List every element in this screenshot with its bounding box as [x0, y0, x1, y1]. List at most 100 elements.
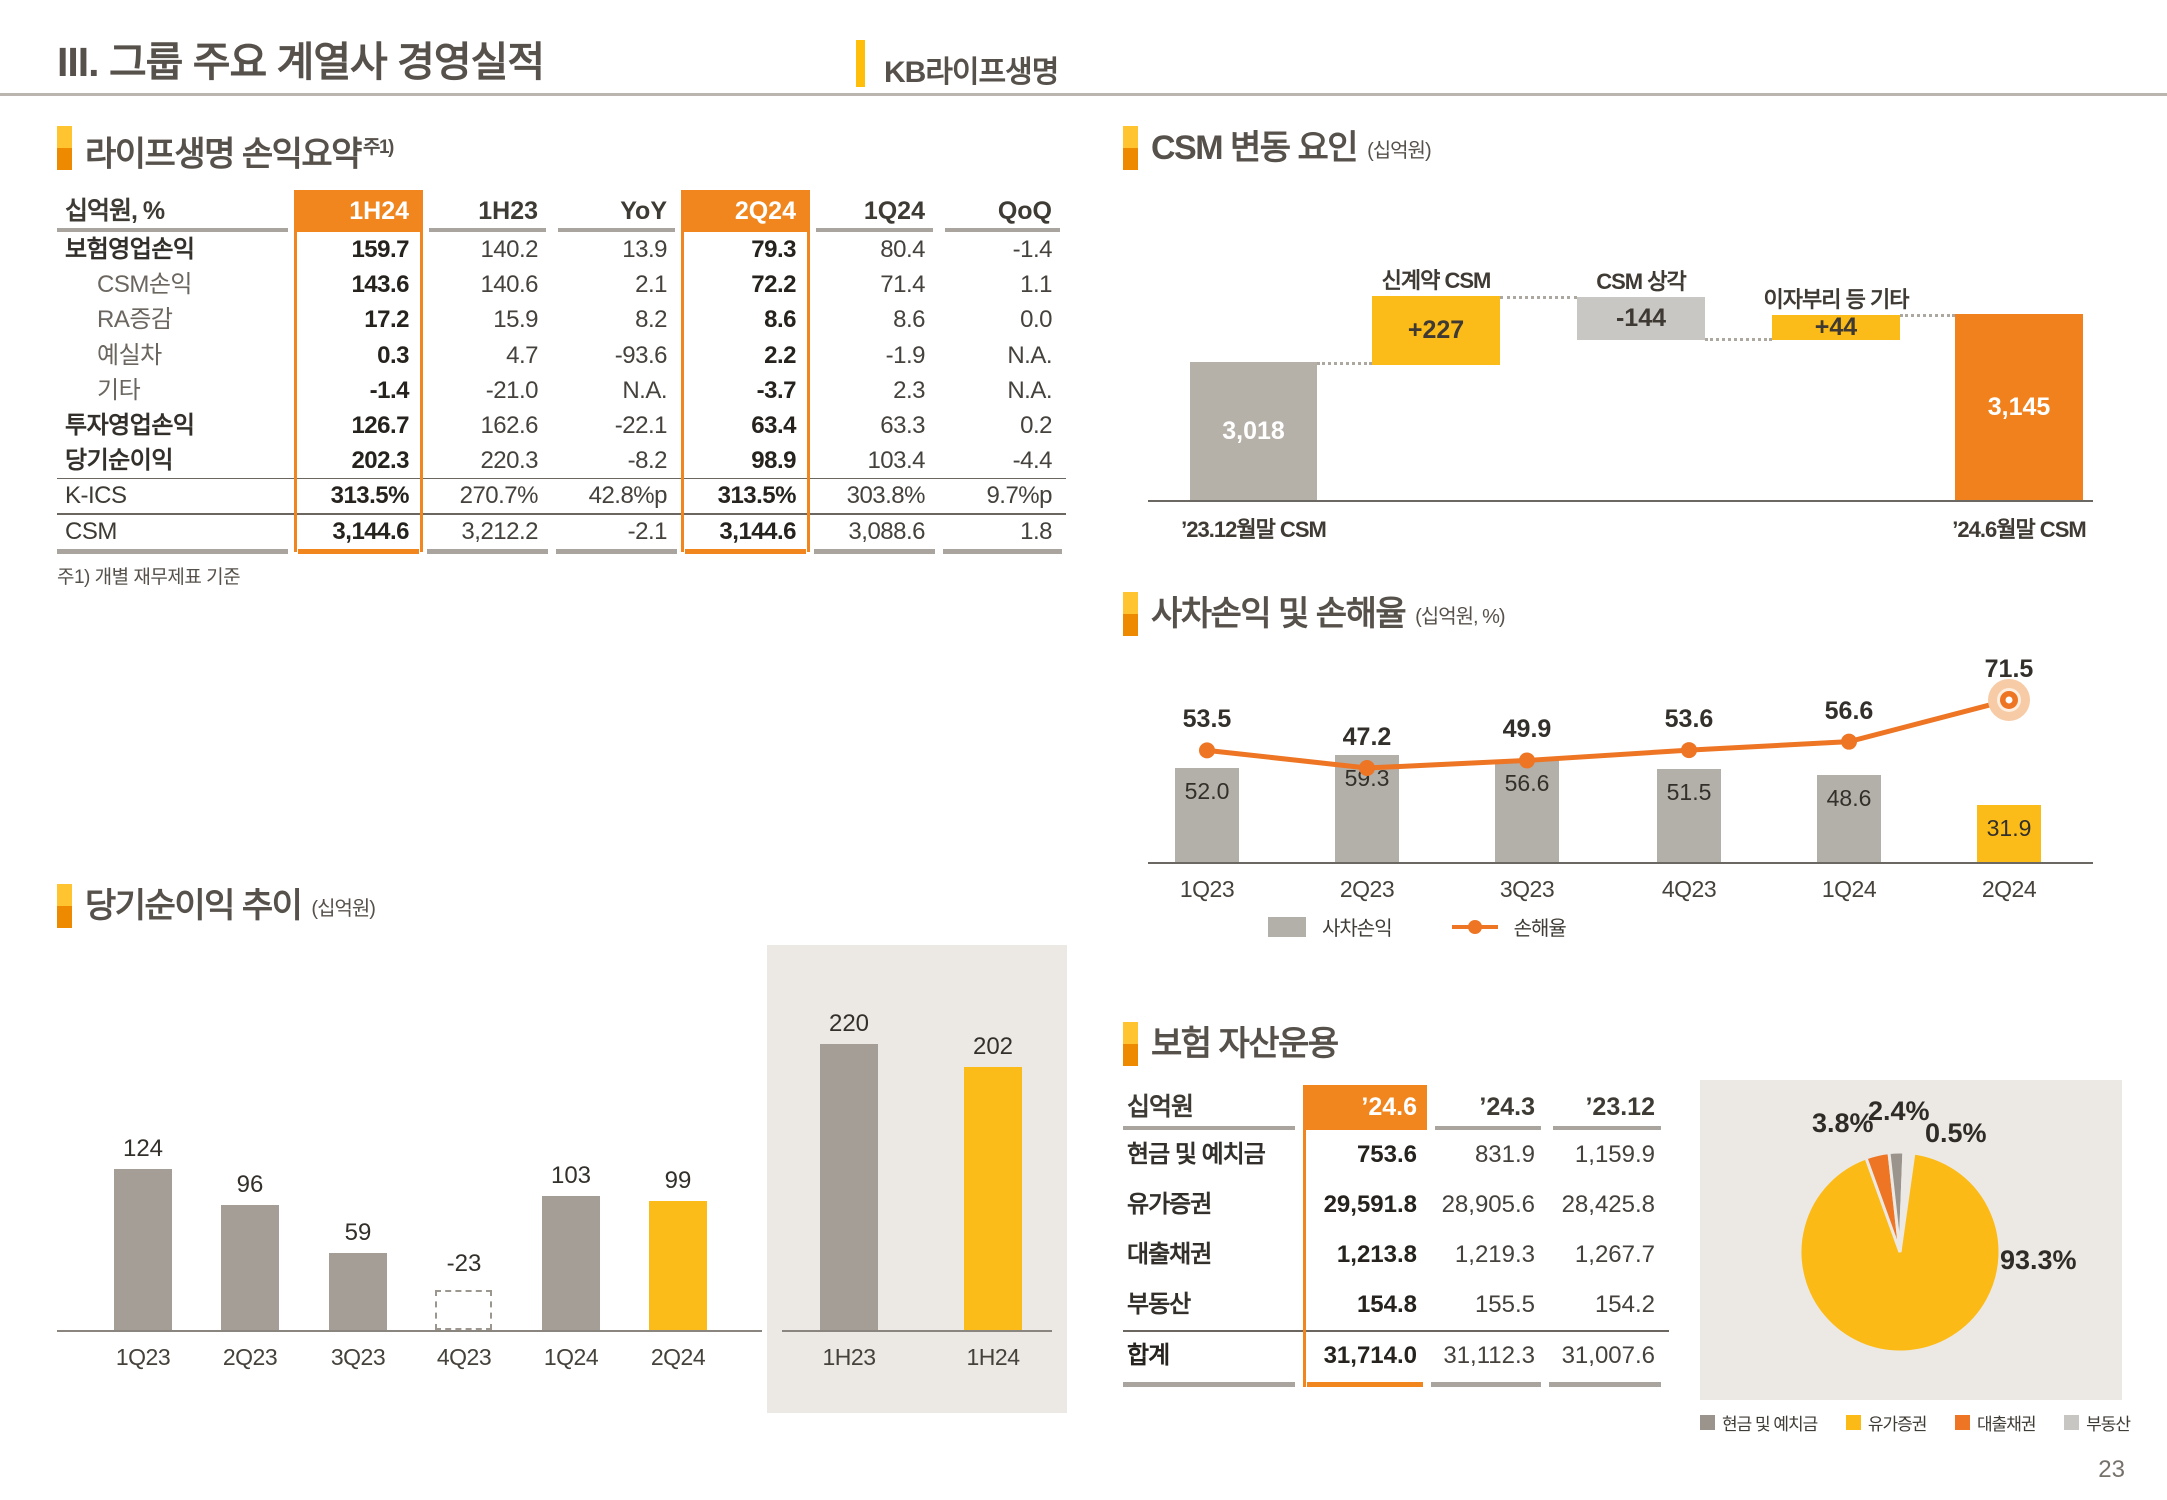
- cell-value: 42.8%p: [588, 482, 668, 510]
- x-tick-label: 3Q23: [330, 1344, 386, 1370]
- x-tick-label: 2Q24: [1981, 876, 2037, 902]
- total-separator: [1123, 1330, 1669, 1332]
- x-axis: [782, 1330, 1052, 1332]
- legend-swatch: [2064, 1414, 2080, 1430]
- legend-label: 부동산: [2086, 1414, 2131, 1434]
- cell-value: 303.8%: [846, 482, 926, 510]
- bar-value: 51.5: [1666, 779, 1712, 805]
- x-tick-label: 1Q23: [1179, 876, 1235, 902]
- bar-1H24: [964, 1067, 1022, 1330]
- bar-1Q23: [114, 1169, 172, 1330]
- section-csm-unit: (십억원): [1367, 140, 1432, 162]
- table-bottom-border: [943, 548, 1062, 554]
- line-marker: [1841, 733, 1857, 750]
- footnote-ref: 주1): [362, 137, 394, 158]
- cell-value: 831.9: [1474, 1141, 1535, 1168]
- legend-swatch-bars: [1268, 916, 1306, 937]
- x-axis: [1148, 862, 2093, 864]
- cell-value: -93.6: [614, 341, 668, 369]
- bar-value: 52.0: [1184, 778, 1230, 804]
- section-loss-header: 사차손익 및 손해율 (십억원, %): [1123, 592, 1506, 642]
- cell-value: 0.0: [1020, 306, 1052, 334]
- waterfall-axis-label: ’24.6월말 CSM: [1952, 517, 2086, 542]
- waterfall-connector: [1900, 314, 1955, 317]
- header-underline: [1553, 1126, 1661, 1130]
- section-netincome-unit: (십억원): [311, 898, 376, 920]
- waterfall-connector: [1705, 338, 1772, 341]
- row-label-RA증감: RA증감: [97, 306, 173, 334]
- highlight-column-border: [420, 192, 423, 552]
- cell-value: 29,591.8: [1323, 1191, 1417, 1218]
- cell-value: 1.8: [1020, 517, 1052, 545]
- cell-value: 159.7: [351, 236, 409, 263]
- row-label-total: 합계: [1127, 1342, 1170, 1369]
- cell-value: 162.6: [480, 412, 538, 439]
- cell-value-total: 31,007.6: [1561, 1342, 1655, 1369]
- legend-marker-line: [1451, 917, 1498, 937]
- x-tick-label: 2Q23: [1339, 876, 1395, 902]
- cell-value: 2.3: [893, 376, 925, 404]
- bar-value: -23: [446, 1250, 482, 1277]
- income-footnote: 주1) 개별 재무제표 기준: [57, 567, 241, 588]
- legend-dot: [1467, 919, 1482, 934]
- line-value: 53.6: [1664, 705, 1714, 734]
- column-header-2Q24: 2Q24: [681, 190, 810, 232]
- cell-value: N.A.: [1007, 341, 1052, 369]
- table-bottom-border: [1123, 1382, 1295, 1387]
- cell-value: N.A.: [622, 376, 667, 404]
- income-summary-table: 십억원, % 1H24 1H23 YoY 2Q24 1Q24 QoQ 보험영업손익 159.7 1…: [57, 190, 1066, 560]
- line-value: 47.2: [1342, 723, 1392, 751]
- cell-value: 8.6: [893, 306, 925, 334]
- bar-value: 31.9: [1986, 815, 2032, 841]
- bar-value: 124: [122, 1135, 164, 1162]
- legend-item-유가증권: 유가증권: [1845, 1410, 1928, 1435]
- title-divider-bar: [856, 40, 865, 87]
- section-csm-title: CSM 변동 요인: [1151, 129, 1359, 167]
- legend-label: 유가증권: [1867, 1414, 1928, 1434]
- table-bottom-border: [1549, 1382, 1661, 1387]
- header-underline: [816, 228, 933, 232]
- row-label-K-ICS: K-ICS: [65, 482, 127, 510]
- waterfall-value: -144: [1615, 304, 1667, 332]
- cell-value: 1,219.3: [1454, 1241, 1535, 1268]
- cell-value: 28,905.6: [1441, 1191, 1535, 1218]
- highlight-column-border: [681, 192, 684, 552]
- waterfall-value: +44: [1814, 313, 1858, 341]
- row-label-유가증권: 유가증권: [1127, 1191, 1212, 1218]
- bar-3Q23: [329, 1253, 387, 1330]
- row-label-당기순이익: 당기순이익: [65, 447, 173, 475]
- cell-value: 2.1: [635, 271, 667, 299]
- asset-table: 십억원 ’24.6 ’24.3 ’23.12 현금 및 예치금 753.6 831.9 1,1…: [1123, 1085, 1669, 1390]
- x-tick-label: 1Q24: [1821, 876, 1877, 902]
- cell-value: 63.3: [880, 412, 925, 439]
- section-accent-icon: [57, 126, 72, 170]
- cell-value: 80.4: [880, 236, 925, 263]
- legend-label: 현금 및 예치금: [1722, 1414, 1818, 1434]
- line-marker: [1199, 742, 1215, 759]
- bar-1Q24: [1817, 775, 1881, 862]
- section-accent-icon: [1123, 126, 1138, 170]
- waterfall-bar-5: [1955, 314, 2083, 500]
- half-year-panel: 220 1H23 202 1H24: [767, 945, 1067, 1413]
- legend-swatch: [1954, 1414, 1970, 1430]
- column-header-’24.6: ’24.6: [1303, 1085, 1427, 1130]
- cell-value: 0.3: [377, 341, 409, 369]
- cell-value: 4.7: [506, 341, 538, 369]
- waterfall-value: +227: [1407, 316, 1465, 344]
- cell-value: N.A.: [1007, 376, 1052, 404]
- line-marker: [1519, 752, 1535, 769]
- row-separator: [57, 477, 1066, 480]
- table-bottom-border: [427, 548, 548, 554]
- x-axis: [57, 1330, 762, 1332]
- x-axis: [1148, 500, 2093, 502]
- bar-1H23: [820, 1044, 878, 1330]
- legend-item-현금 및 예치금: 현금 및 예치금: [1700, 1410, 1818, 1435]
- header-underline: [429, 228, 546, 232]
- x-tick-label: 1H23: [822, 1344, 876, 1370]
- legend-label-bars: 사차손익: [1322, 918, 1393, 940]
- cell-value: -21.0: [485, 376, 539, 404]
- waterfall-category-label: 이자부리 등 기타: [1763, 287, 1910, 312]
- cell-value: 9.7%p: [986, 482, 1052, 510]
- cell-value: 15.9: [493, 306, 538, 334]
- bar-2Q23: [221, 1205, 279, 1330]
